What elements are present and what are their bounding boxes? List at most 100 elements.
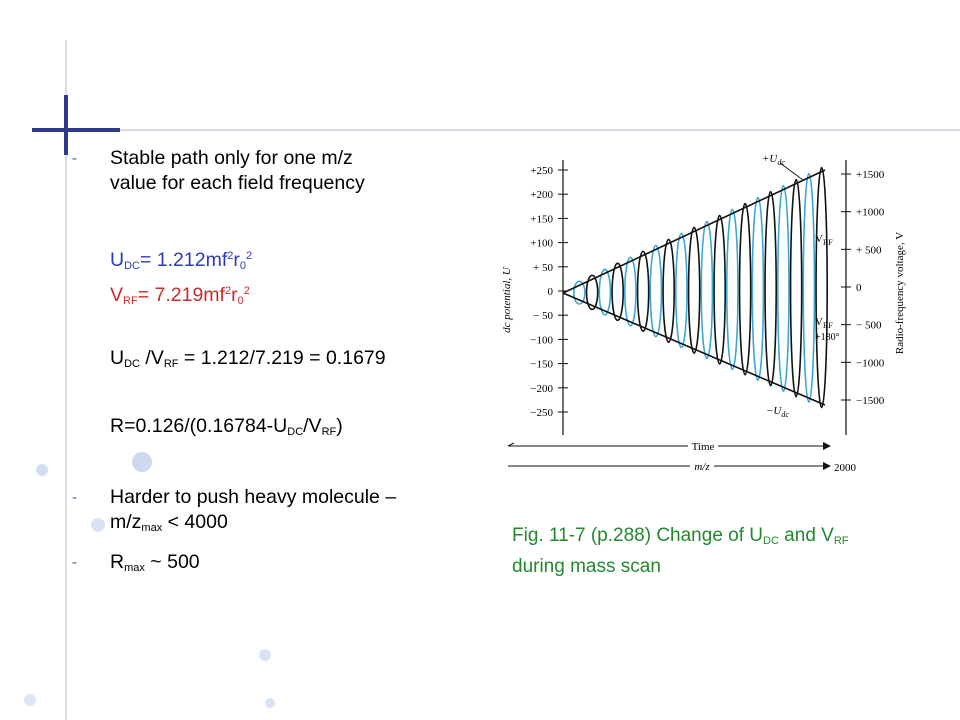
left-tick-label: +150 — [530, 213, 553, 225]
eq-sup: 2 — [224, 285, 232, 297]
rf-oscillation-loop — [675, 232, 688, 349]
text-sub: max — [124, 562, 145, 574]
rf-oscillation-loop — [726, 208, 739, 371]
caption-sub: DC — [763, 535, 779, 547]
right-tick-label: − 500 — [856, 320, 882, 332]
left-tick-label: +100 — [530, 238, 553, 250]
rf-oscillation-loop — [713, 214, 726, 365]
eq-body: = 1.212/7.219 = 0.1679 — [178, 347, 386, 369]
label-text: −U — [766, 405, 782, 417]
eq-sup: 2 — [227, 250, 234, 262]
time-arrow-tail — [507, 442, 515, 447]
bullet-marker: - — [72, 150, 77, 167]
equation-ratio-text: UDC /VRF = 1.212/7.219 = 0.1679 — [110, 346, 480, 377]
eq-sub: DC — [124, 260, 140, 272]
eq-body: = 7.219mf — [137, 284, 225, 306]
right-tick-label: −1000 — [856, 357, 885, 369]
caption-sub: RF — [833, 535, 849, 547]
eq-sub: 0 — [237, 295, 244, 307]
text-sub: max — [141, 522, 163, 534]
rf-oscillation-loop — [598, 268, 612, 316]
mz-arrowhead — [823, 462, 831, 470]
left-axis-label: dc potential, U — [501, 266, 513, 333]
left-tick-label: −250 — [530, 407, 553, 419]
figure-caption: Fig. 11-7 (p.288) Change of UDC and VRF … — [512, 523, 952, 580]
right-ticks: +1500 +1000 + 500 0 − 500 −1000 −1500 — [841, 169, 885, 407]
eq-r: r — [231, 284, 238, 306]
rf-oscillation-loop — [624, 256, 637, 327]
text-span: R — [110, 551, 125, 573]
rf-oscillation-loop — [764, 190, 777, 387]
rf-oscillation-loop — [815, 166, 828, 409]
time-label: Time — [692, 441, 715, 453]
bottom-udc-label: −Udc — [766, 405, 789, 419]
right-axis-label: Radio-frequency voltage, V — [894, 232, 906, 354]
rf-oscillation-loop — [802, 172, 816, 403]
rf-oscillation-loop — [611, 262, 624, 322]
eq-symbol: U — [110, 347, 125, 369]
left-tick-label: +200 — [530, 189, 553, 201]
bullet-text: Stable path only for one m/z value for e… — [110, 146, 480, 196]
eq-mid: /V — [303, 415, 322, 437]
equation-vrf-text: VRF= 7.219mf2r02 — [110, 279, 480, 314]
right-tick-label: + 500 — [856, 244, 882, 256]
eq-sub: DC — [287, 426, 304, 438]
vrf180-suffix: +180° — [815, 332, 840, 343]
vrf-label: VRF — [815, 233, 833, 247]
mz-label-bg — [690, 458, 714, 472]
label-sub: dc — [781, 410, 789, 419]
text-line: Harder to push heavy molecule – — [110, 486, 397, 508]
rf-oscillation-loop — [687, 226, 701, 354]
label-text: V — [815, 233, 823, 245]
left-tick-label: −200 — [530, 383, 553, 395]
rf-oscillation-loop — [662, 238, 675, 343]
decor-bubble — [265, 698, 275, 708]
rf-oscillation-loop — [700, 220, 714, 360]
vrf180-label: VRF — [815, 316, 833, 330]
eq-sub: DC — [124, 358, 140, 370]
decor-bubble — [24, 694, 36, 706]
mz-label: m/z — [694, 461, 710, 473]
decor-bubble — [91, 518, 105, 532]
eq-body: = 1.212mf — [139, 249, 228, 271]
right-tick-label: +1000 — [856, 207, 885, 219]
caption-line-1: Fig. 11-7 (p.288) Change of UDC and VRF — [512, 523, 952, 554]
right-tick-label: −1500 — [856, 395, 885, 407]
rf-oscillation-loop — [777, 184, 790, 393]
bullet-marker: - — [72, 489, 77, 506]
rf-oscillation-loop — [649, 244, 663, 338]
rf-oscillation-loop — [573, 280, 586, 305]
left-tick-label: −150 — [530, 359, 553, 371]
eq-sup: 2 — [246, 250, 253, 262]
left-ticks: +250 +200 +150 +100 + 50 0 − 50 −100 −150 −200 −25… — [530, 165, 568, 419]
label-sub: dc — [777, 158, 785, 167]
rf-oscillation-loop — [789, 178, 803, 398]
time-label-bg — [688, 438, 718, 452]
top-udc-label: +Udc — [762, 153, 785, 167]
text-line: Stable path only for one m/z — [110, 147, 353, 169]
label-sub: RF — [823, 321, 833, 330]
bullet-marker: - — [72, 554, 77, 571]
left-tick-label: +250 — [530, 165, 553, 177]
bullet-text: Rmax ~ 500 — [110, 550, 480, 581]
oscillation-curves — [573, 166, 828, 409]
time-arrowhead — [823, 442, 831, 450]
eq-body: R=0.126/(0.16784-U — [110, 415, 288, 437]
udc-negative-line — [562, 292, 826, 406]
text-line: value for each field frequency — [110, 172, 365, 194]
eq-mid: /V — [139, 347, 164, 369]
eq-end: ) — [336, 415, 343, 437]
eq-symbol: V — [110, 284, 124, 306]
caption-line-2: during mass scan — [512, 556, 661, 577]
eq-sub: 0 — [239, 260, 246, 272]
equation-udc-text: UDC= 1.212mf2r02 — [110, 244, 480, 279]
top-arrow — [779, 162, 804, 181]
voltage-ramp-figure: +250+200+150+100+ 500− 50−100−150−200−25… — [501, 153, 906, 474]
eq-symbol: U — [110, 249, 125, 271]
right-tick-label: +1500 — [856, 169, 885, 181]
label-text: +U — [762, 153, 778, 165]
label-sub: RF — [823, 238, 833, 247]
eq-sup: 2 — [243, 285, 250, 297]
decor-bubble — [36, 464, 48, 476]
left-tick-label: − 50 — [533, 310, 553, 322]
